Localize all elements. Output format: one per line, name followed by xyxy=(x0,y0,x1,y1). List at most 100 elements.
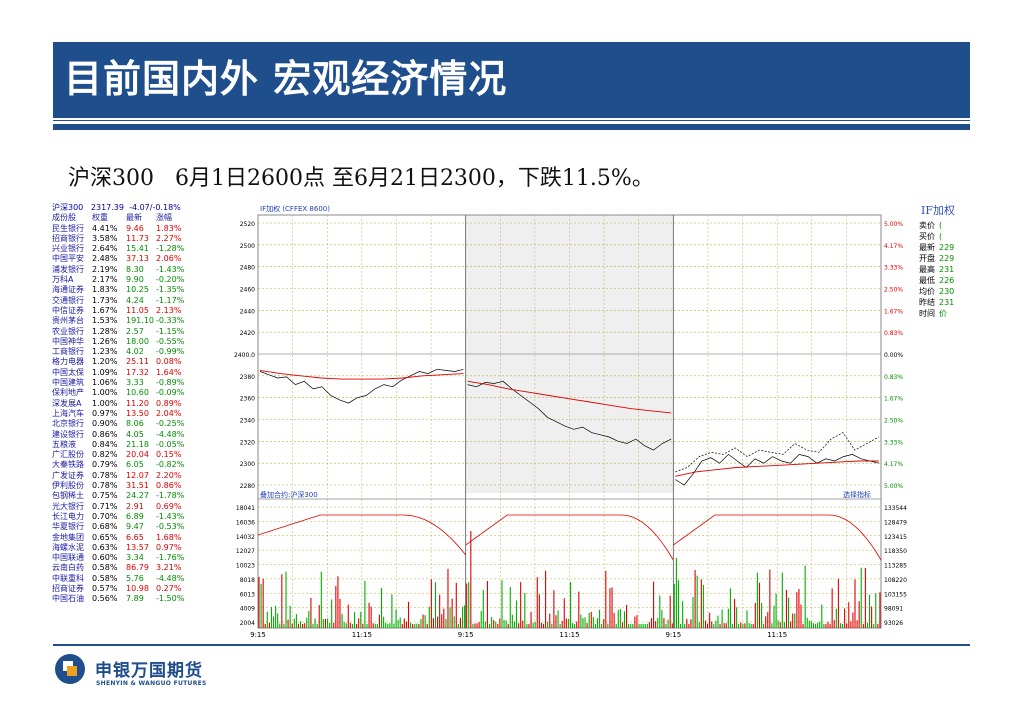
stock-weight: 1.09% xyxy=(92,367,118,377)
stock-name: 交通银行 xyxy=(52,295,84,305)
stock-weight: 1.53% xyxy=(92,316,118,326)
constituent-row[interactable]: 云南白药 0.58% 86.79 3.21% xyxy=(52,563,230,573)
stock-weight: 1.23% xyxy=(92,347,118,357)
quote-value: 231 xyxy=(939,265,955,274)
stock-weight: 4.41% xyxy=(92,223,118,233)
average-price-line xyxy=(259,369,464,380)
column-header[interactable]: 成份股 xyxy=(52,213,76,223)
constituent-row[interactable]: 中国建筑 1.06% 3.33 -0.89% xyxy=(52,378,230,388)
constituent-row[interactable]: 中国太保 1.09% 17.32 1.64% xyxy=(52,368,230,378)
stock-weight: 0.78% xyxy=(92,481,118,491)
stock-price: 8.06 xyxy=(126,419,144,429)
constituent-row[interactable]: 中信证券 1.67% 11.05 2.13% xyxy=(52,306,230,316)
quote-label: 开盘 xyxy=(919,254,935,263)
constituent-row[interactable]: 大秦铁路 0.79% 6.05 -0.82% xyxy=(52,460,230,470)
stock-name: 华夏银行 xyxy=(52,522,84,532)
footer-rule xyxy=(53,644,970,646)
constituent-row[interactable]: 兴业银行 2.64% 15.41 -1.28% xyxy=(52,244,230,254)
column-header[interactable]: 涨幅 xyxy=(156,213,172,223)
stock-change: 2.27% xyxy=(156,233,182,243)
stock-name: 海螺水泥 xyxy=(52,542,84,552)
constituent-row[interactable]: 北京银行 0.90% 8.06 -0.25% xyxy=(52,419,230,429)
open-interest-line xyxy=(673,514,882,561)
stock-name: 农业银行 xyxy=(52,326,84,336)
stock-weight: 0.56% xyxy=(92,594,118,604)
oi-tick-label: 128479 xyxy=(884,519,907,526)
constituent-row[interactable]: 浦发银行 2.19% 8.30 -1.43% xyxy=(52,265,230,275)
constituent-row[interactable]: 万科A 2.17% 9.90 -0.20% xyxy=(52,275,230,285)
stock-price: 6.89 xyxy=(126,511,144,521)
stock-name: 中国建筑 xyxy=(52,378,84,388)
constituent-row[interactable]: 民生银行 4.41% 9.46 1.83% xyxy=(52,224,230,234)
constituent-row[interactable]: 包钢稀土 0.75% 24.27 -1.78% xyxy=(52,491,230,501)
constituent-row[interactable]: 华夏银行 0.68% 9.47 -0.53% xyxy=(52,522,230,532)
column-header[interactable]: 最新 xyxy=(126,213,142,223)
price-tick-label: 2400.0 xyxy=(234,352,255,359)
constituent-list: 民生银行 4.41% 9.46 1.83% 招商银行 3.58% 11.73 2.27% 兴业银… xyxy=(52,224,230,605)
stock-name: 工商银行 xyxy=(52,347,84,357)
constituent-row[interactable]: 五粮液 0.84% 21.18 -0.05% xyxy=(52,440,230,450)
constituent-row[interactable]: 广汇股份 0.82% 20.04 0.15% xyxy=(52,450,230,460)
volume-tick-label: 18041 xyxy=(236,505,255,512)
constituent-row[interactable]: 深发展A 1.00% 11.20 0.89% xyxy=(52,399,230,409)
constituent-row[interactable]: 伊利股份 0.78% 31.51 0.86% xyxy=(52,481,230,491)
constituent-row[interactable]: 上海汽车 0.97% 13.50 2.04% xyxy=(52,409,230,419)
company-logo-icon xyxy=(55,654,85,684)
constituent-row[interactable]: 中国联通 0.60% 3.34 -1.76% xyxy=(52,553,230,563)
constituent-row[interactable]: 招商银行 3.58% 11.73 2.27% xyxy=(52,234,230,244)
stock-weight: 0.57% xyxy=(92,583,118,593)
stock-name: 浦发银行 xyxy=(52,264,84,274)
volume-tick-label: 14032 xyxy=(236,534,255,541)
stock-change: -0.53% xyxy=(156,522,185,532)
constituent-row[interactable]: 农业银行 1.28% 2.57 -1.15% xyxy=(52,327,230,337)
time-tick-label: 11:15 xyxy=(352,631,372,639)
stock-name: 深发展A xyxy=(52,398,82,408)
price-tick-label: 2360 xyxy=(240,396,255,403)
stock-price: 21.18 xyxy=(126,439,149,449)
stock-name: 中国神华 xyxy=(52,336,84,346)
constituent-row[interactable]: 格力电器 1.20% 25.11 0.08% xyxy=(52,357,230,367)
stock-change: -1.28% xyxy=(156,244,185,254)
constituent-row[interactable]: 交通银行 1.73% 4.24 -1.17% xyxy=(52,296,230,306)
constituent-row[interactable]: 保利地产 1.00% 10.60 -0.09% xyxy=(52,388,230,398)
stock-weight: 0.90% xyxy=(92,419,118,429)
stock-price: 18.00 xyxy=(126,336,149,346)
price-tick-label: 2320 xyxy=(240,439,255,446)
constituent-row[interactable]: 海螺水泥 0.63% 13.57 0.97% xyxy=(52,543,230,553)
constituent-row[interactable]: 贵州茅台 1.53% 191.10 -0.33% xyxy=(52,316,230,326)
quote-value: 226 xyxy=(939,276,955,285)
constituent-row[interactable]: 中国平安 2.48% 37.13 2.06% xyxy=(52,254,230,264)
price-chart[interactable]: IF加权 (CFFEX 8600) 2520 5.00% 2500 4.17% 2480 3… xyxy=(230,203,919,640)
stock-name: 建设银行 xyxy=(52,429,84,439)
constituent-row[interactable]: 光大银行 0.71% 2.91 0.69% xyxy=(52,502,230,512)
constituent-row[interactable]: 长江电力 0.70% 6.89 -1.43% xyxy=(52,512,230,522)
stock-weight: 0.65% xyxy=(92,532,118,542)
stock-change: -1.43% xyxy=(156,264,185,274)
trading-screenshot: 沪深300 2317.39 -4.07/-0.18% 成份股 权重 最新 涨幅 民生银… xyxy=(52,203,970,640)
constituent-row[interactable]: 建设银行 0.86% 4.05 -4.48% xyxy=(52,430,230,440)
constituent-row[interactable]: 海通证券 1.83% 10.25 -1.35% xyxy=(52,285,230,295)
volume-tick-label: 4009 xyxy=(240,606,255,613)
volume-tick-label: 10023 xyxy=(236,563,255,570)
stock-weight: 0.75% xyxy=(92,491,118,501)
stock-weight: 1.00% xyxy=(92,398,118,408)
constituent-row[interactable]: 中联重科 0.58% 5.76 -4.48% xyxy=(52,574,230,584)
constituent-row[interactable]: 中国石油 0.56% 7.89 -1.50% xyxy=(52,594,230,604)
quote-value: 价 xyxy=(939,309,947,318)
index-summary: 沪深300 2317.39 -4.07/-0.18% xyxy=(52,203,181,212)
stock-weight: 0.68% xyxy=(92,522,118,532)
stock-change: 2.20% xyxy=(156,470,182,480)
quote-row: 时间价 xyxy=(919,308,970,319)
constituent-row[interactable]: 中国神华 1.26% 18.00 -0.55% xyxy=(52,337,230,347)
constituent-row[interactable]: 金地集团 0.65% 6.65 1.68% xyxy=(52,533,230,543)
constituent-row[interactable]: 广发证券 0.78% 12.07 2.20% xyxy=(52,471,230,481)
stock-price: 2.57 xyxy=(126,326,144,336)
constituent-row[interactable]: 工商银行 1.23% 4.02 -0.99% xyxy=(52,347,230,357)
stock-price: 7.89 xyxy=(126,594,144,604)
stock-change: 0.69% xyxy=(156,501,182,511)
constituent-row[interactable]: 招商证券 0.57% 10.98 0.27% xyxy=(52,584,230,594)
stock-name: 兴业银行 xyxy=(52,244,84,254)
column-header[interactable]: 权重 xyxy=(92,213,108,223)
stock-change: -0.33% xyxy=(156,316,185,326)
stock-change: -0.99% xyxy=(156,347,185,357)
